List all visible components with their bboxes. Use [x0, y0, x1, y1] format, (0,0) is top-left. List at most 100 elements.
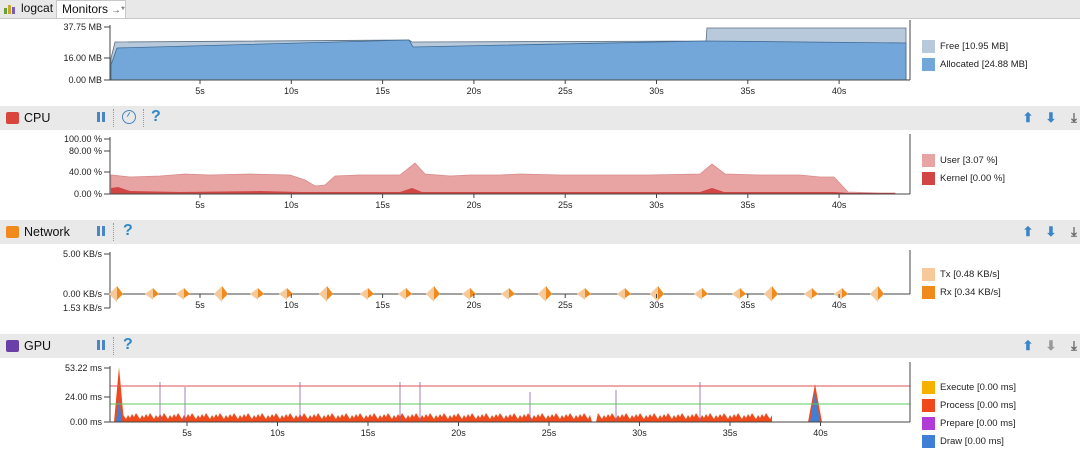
- x-tick-label: 15s: [375, 300, 390, 310]
- arrow-down-icon[interactable]: ⬇: [1045, 110, 1057, 125]
- y-tick-label: 53.22 ms: [65, 363, 103, 373]
- rx-mark: [222, 286, 228, 300]
- y-tick-label: 5.00 KB/s: [63, 249, 103, 259]
- y-tick-label: 0.00 ms: [70, 417, 103, 427]
- y-tick-label: 0.00 KB/s: [63, 289, 103, 299]
- pause-icon[interactable]: [96, 339, 106, 351]
- tx-mark: [250, 288, 258, 300]
- tx-mark: [145, 288, 153, 300]
- network-title: Network: [24, 225, 70, 239]
- help-icon[interactable]: ?: [123, 222, 133, 239]
- tx-mark: [279, 288, 287, 300]
- help-icon[interactable]: ?: [151, 108, 161, 125]
- rx-mark: [878, 286, 884, 300]
- arrow-up-icon[interactable]: ⬆: [1022, 110, 1034, 125]
- rx-mark: [153, 288, 159, 298]
- x-tick-label: 10s: [284, 200, 299, 210]
- pause-icon[interactable]: [96, 225, 106, 237]
- tab-logcat[interactable]: logcat: [0, 0, 56, 18]
- x-tick-label: 15s: [375, 200, 390, 210]
- x-tick-label: 15s: [361, 428, 376, 438]
- separator: [113, 337, 114, 355]
- rx-mark: [434, 286, 440, 300]
- x-tick-label: 40s: [832, 86, 847, 96]
- rx-mark: [327, 286, 333, 300]
- download-icon[interactable]: ⤓: [1071, 338, 1077, 353]
- tab-logcat-label: logcat: [21, 1, 54, 15]
- rx-mark: [812, 288, 818, 298]
- y-tick-label: 0.00 MB: [68, 75, 102, 85]
- rx-mark: [406, 288, 412, 298]
- rx-mark: [842, 288, 848, 298]
- x-tick-label: 30s: [649, 86, 664, 96]
- x-tick-label: 20s: [467, 86, 482, 96]
- y-tick-label: 80.00 %: [69, 146, 102, 156]
- x-tick-label: 35s: [723, 428, 738, 438]
- tx-mark: [176, 288, 184, 300]
- tx-mark: [764, 286, 772, 302]
- download-icon[interactable]: ⤓: [1071, 224, 1077, 239]
- x-tick-label: 35s: [741, 300, 756, 310]
- x-tick-label: 30s: [649, 300, 664, 310]
- rx-mark: [509, 288, 515, 298]
- tx-mark: [870, 286, 878, 302]
- rx-mark: [184, 288, 190, 298]
- x-tick-label: 35s: [741, 200, 756, 210]
- x-tick-label: 10s: [284, 300, 299, 310]
- separator: [113, 109, 114, 127]
- pin-icon[interactable]: →*: [111, 5, 125, 16]
- x-tick-label: 20s: [467, 200, 482, 210]
- arrow-up-icon[interactable]: ⬆: [1022, 224, 1034, 239]
- tx-mark: [426, 286, 434, 302]
- network-section-bar: Network ? ⬆ ⬇ ⤓: [0, 220, 1080, 244]
- tool-window-tabbar: logcat Monitors →*: [0, 0, 1080, 19]
- arrow-down-icon: ⬇: [1045, 338, 1057, 353]
- rx-mark: [740, 288, 746, 298]
- draw-spike: [116, 398, 122, 422]
- tab-monitors[interactable]: Monitors →*: [56, 0, 126, 18]
- x-tick-label: 5s: [195, 86, 205, 96]
- gpu-monitor-icon: [6, 340, 19, 352]
- gpu-title: GPU: [24, 339, 52, 353]
- y-tick-label: 16.00 MB: [63, 53, 102, 63]
- x-tick-label: 40s: [832, 300, 847, 310]
- rx-mark: [287, 288, 293, 298]
- cpu-section-bar: CPU ? ⬆ ⬇ ⤓: [0, 106, 1080, 130]
- memory-chart: 37.75 MB 16.00 MB 0.00 MB 5s 10s 15s 20s 25s 30s…: [63, 20, 911, 96]
- rx-mark: [772, 286, 778, 300]
- arrow-down-icon[interactable]: ⬇: [1045, 224, 1057, 239]
- help-icon[interactable]: ?: [123, 336, 133, 353]
- logcat-icon: [4, 4, 15, 14]
- cpu-chart: 100.00 % 80.00 % 40.00 % 0.00 % 5s 10s 15s 20s 2…: [64, 134, 911, 210]
- tx-mark: [834, 288, 842, 300]
- y-tick-label: 24.00 ms: [65, 392, 103, 402]
- tx-mark: [538, 286, 546, 302]
- rx-mark: [585, 288, 591, 298]
- x-tick-label: 10s: [284, 86, 299, 96]
- rx-mark: [470, 288, 476, 298]
- y-tick-label: 100.00 %: [64, 134, 102, 144]
- x-tick-label: 25s: [542, 428, 557, 438]
- rx-mark: [117, 286, 123, 300]
- x-tick-label: 5s: [195, 200, 205, 210]
- x-tick-label: 30s: [632, 428, 647, 438]
- tx-mark: [617, 288, 625, 300]
- rx-mark: [658, 286, 664, 300]
- x-tick-label: 10s: [270, 428, 285, 438]
- tx-mark: [577, 288, 585, 300]
- x-tick-label: 5s: [182, 428, 192, 438]
- rx-mark: [702, 288, 708, 298]
- pause-icon[interactable]: [96, 111, 106, 123]
- x-tick-label: 5s: [195, 300, 205, 310]
- download-icon[interactable]: ⤓: [1071, 110, 1077, 125]
- x-tick-label: 35s: [741, 86, 756, 96]
- gpu-chart: 53.22 ms 24.00 ms 0.00 ms 5s 10s 15s 20s 25s 30s…: [65, 362, 911, 438]
- tx-mark: [398, 288, 406, 300]
- arrow-up-icon[interactable]: ⬆: [1022, 338, 1034, 353]
- cpu-title: CPU: [24, 111, 51, 125]
- tx-mark: [501, 288, 509, 300]
- cpu-gauge-icon[interactable]: [122, 110, 136, 124]
- x-tick-label: 15s: [375, 86, 390, 96]
- x-tick-label: 20s: [467, 300, 482, 310]
- draw-spike: [810, 392, 820, 422]
